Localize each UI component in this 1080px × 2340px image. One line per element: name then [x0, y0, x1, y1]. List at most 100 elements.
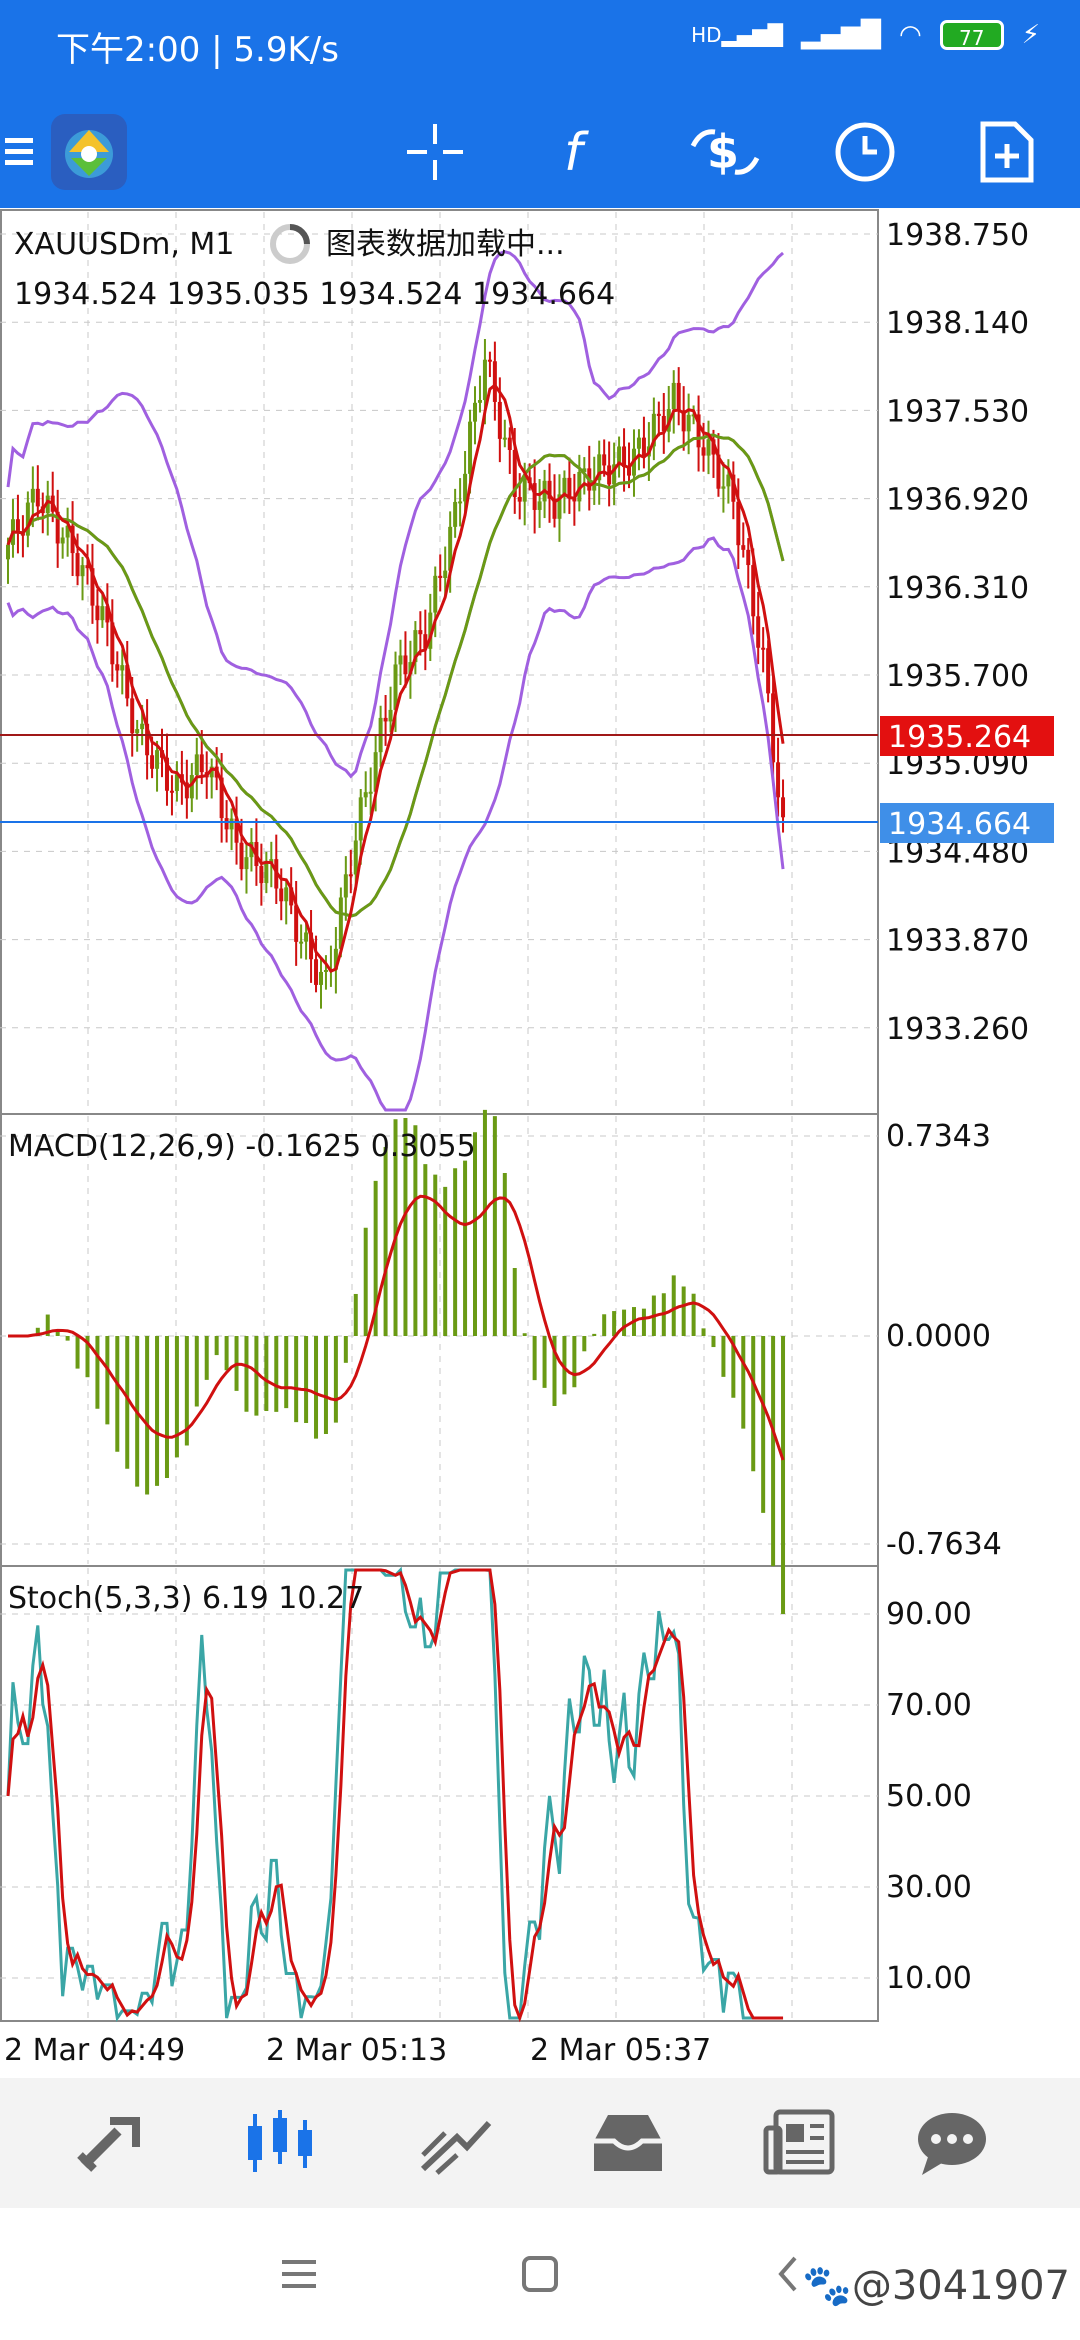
- chart-nav-icon[interactable]: [200, 2078, 360, 2208]
- candle-body: [622, 446, 627, 468]
- candle-body: [199, 754, 204, 773]
- time-tick: 2 Mar 05:37: [530, 2033, 711, 2068]
- candle-body: [781, 797, 786, 818]
- candle-body: [686, 414, 691, 432]
- candle-body: [65, 525, 70, 538]
- candle-body: [45, 495, 50, 514]
- macd-label: MACD(12,26,9) -0.1625 0.3055: [8, 1129, 476, 1164]
- trade-dollar-icon[interactable]: $: [675, 96, 775, 208]
- candle-body: [224, 818, 229, 830]
- bollinger-upper: [6, 250, 785, 779]
- candle-body: [259, 866, 264, 884]
- history-nav-icon[interactable]: [548, 2078, 708, 2208]
- candle-body: [512, 449, 517, 498]
- svg-text:f: f: [564, 123, 589, 182]
- candle-body: [706, 439, 711, 456]
- candle-body: [333, 948, 338, 970]
- candle-body: [314, 959, 319, 985]
- candle-body: [582, 468, 587, 472]
- candle-body: [458, 501, 463, 504]
- candle-body: [353, 840, 358, 875]
- candle-body: [552, 498, 557, 519]
- candle-body: [338, 897, 343, 949]
- candle-body: [433, 575, 438, 613]
- candle-body: [453, 501, 458, 527]
- candle-body: [741, 545, 746, 550]
- charging-icon: ⚡: [1021, 20, 1040, 50]
- status-icons: HD▂▄▆█ ▂▄▆█ ◠ 77 ⚡: [691, 20, 1040, 50]
- candle-body: [423, 634, 428, 649]
- price-tick: 1938.750: [886, 218, 1029, 253]
- candle-body: [671, 382, 676, 410]
- candle-body: [676, 382, 681, 411]
- news-nav-icon[interactable]: [720, 2078, 880, 2208]
- candle-body: [358, 797, 363, 841]
- candle-body: [30, 488, 35, 503]
- candle-body: [169, 790, 174, 793]
- candle-body: [473, 402, 478, 422]
- candle-body: [403, 655, 408, 675]
- home-nav-icon[interactable]: [510, 2208, 570, 2340]
- stoch-lines: [6, 1566, 784, 2023]
- candle-body: [70, 525, 75, 554]
- candle-body: [264, 862, 269, 884]
- candle-body: [318, 971, 323, 985]
- candle-body: [125, 665, 130, 699]
- messages-nav-icon[interactable]: [872, 2078, 1032, 2208]
- chart-area[interactable]: 1938.750 1938.140 1937.530 1936.920 1936.310…: [0, 208, 1080, 2078]
- menu-icon[interactable]: [0, 96, 40, 208]
- chart-canvas[interactable]: 1938.750 1938.140 1937.530 1936.920 1936.310…: [0, 208, 1080, 2078]
- candle-body: [90, 568, 95, 606]
- candle-body: [572, 498, 577, 502]
- candle-body: [448, 526, 453, 571]
- candle-body: [184, 782, 189, 799]
- stoch-tick: 50.00: [886, 1779, 972, 1814]
- back-nav-icon[interactable]: [758, 2208, 818, 2340]
- indicators-icon[interactable]: f: [535, 96, 625, 208]
- candle-body: [557, 494, 562, 519]
- candle-body: [398, 655, 403, 665]
- candle-body: [691, 414, 696, 417]
- candle-body: [463, 473, 468, 502]
- candle-body: [174, 774, 179, 791]
- quotes-nav-icon[interactable]: [30, 2078, 190, 2208]
- candle-body: [567, 477, 572, 499]
- candle-body: [130, 698, 135, 734]
- macd-histogram: [8, 1109, 786, 1614]
- candle-body: [25, 502, 30, 536]
- candle-body: [617, 446, 622, 465]
- candle-body: [105, 606, 110, 623]
- candle-body: [294, 905, 299, 942]
- candle-body: [6, 544, 10, 560]
- time-tick: 2 Mar 04:49: [4, 2033, 185, 2068]
- price-tick: 1937.530: [886, 394, 1029, 429]
- candle-body: [776, 762, 781, 798]
- candle-body: [641, 437, 646, 457]
- app-logo-icon[interactable]: [46, 96, 132, 208]
- ma-fast: [6, 382, 785, 973]
- ma-slow: [6, 433, 785, 918]
- trade-nav-icon[interactable]: [375, 2078, 535, 2208]
- candle-body: [164, 757, 169, 791]
- candle-body: [219, 777, 224, 819]
- stoch-label: Stoch(5,3,3) 6.19 10.27: [8, 1581, 364, 1616]
- toolbar: f $: [0, 96, 1080, 208]
- candle-body: [135, 729, 140, 734]
- menu-nav-icon[interactable]: [270, 2208, 330, 2340]
- signal-icon-2: ▂▄▆█: [801, 20, 882, 50]
- crosshair-icon[interactable]: [390, 96, 480, 208]
- candle-body: [507, 437, 512, 450]
- clock-icon[interactable]: [820, 96, 910, 208]
- indicator-lines: [6, 250, 785, 1112]
- candle-body: [522, 477, 527, 502]
- candle-body: [751, 565, 756, 617]
- candle-body: [393, 664, 398, 710]
- symbol-label: XAUUSDm, M1: [14, 227, 234, 262]
- candle-body: [746, 549, 751, 566]
- candle-body: [701, 447, 706, 456]
- status-bar: 下午2:00 | 5.9K/s HD▂▄▆█ ▂▄▆█ ◠ 77 ⚡: [0, 0, 1080, 96]
- battery-icon: 77: [939, 20, 1004, 50]
- new-order-icon[interactable]: [962, 96, 1052, 208]
- candle-body: [517, 497, 522, 502]
- candle-body: [592, 480, 597, 491]
